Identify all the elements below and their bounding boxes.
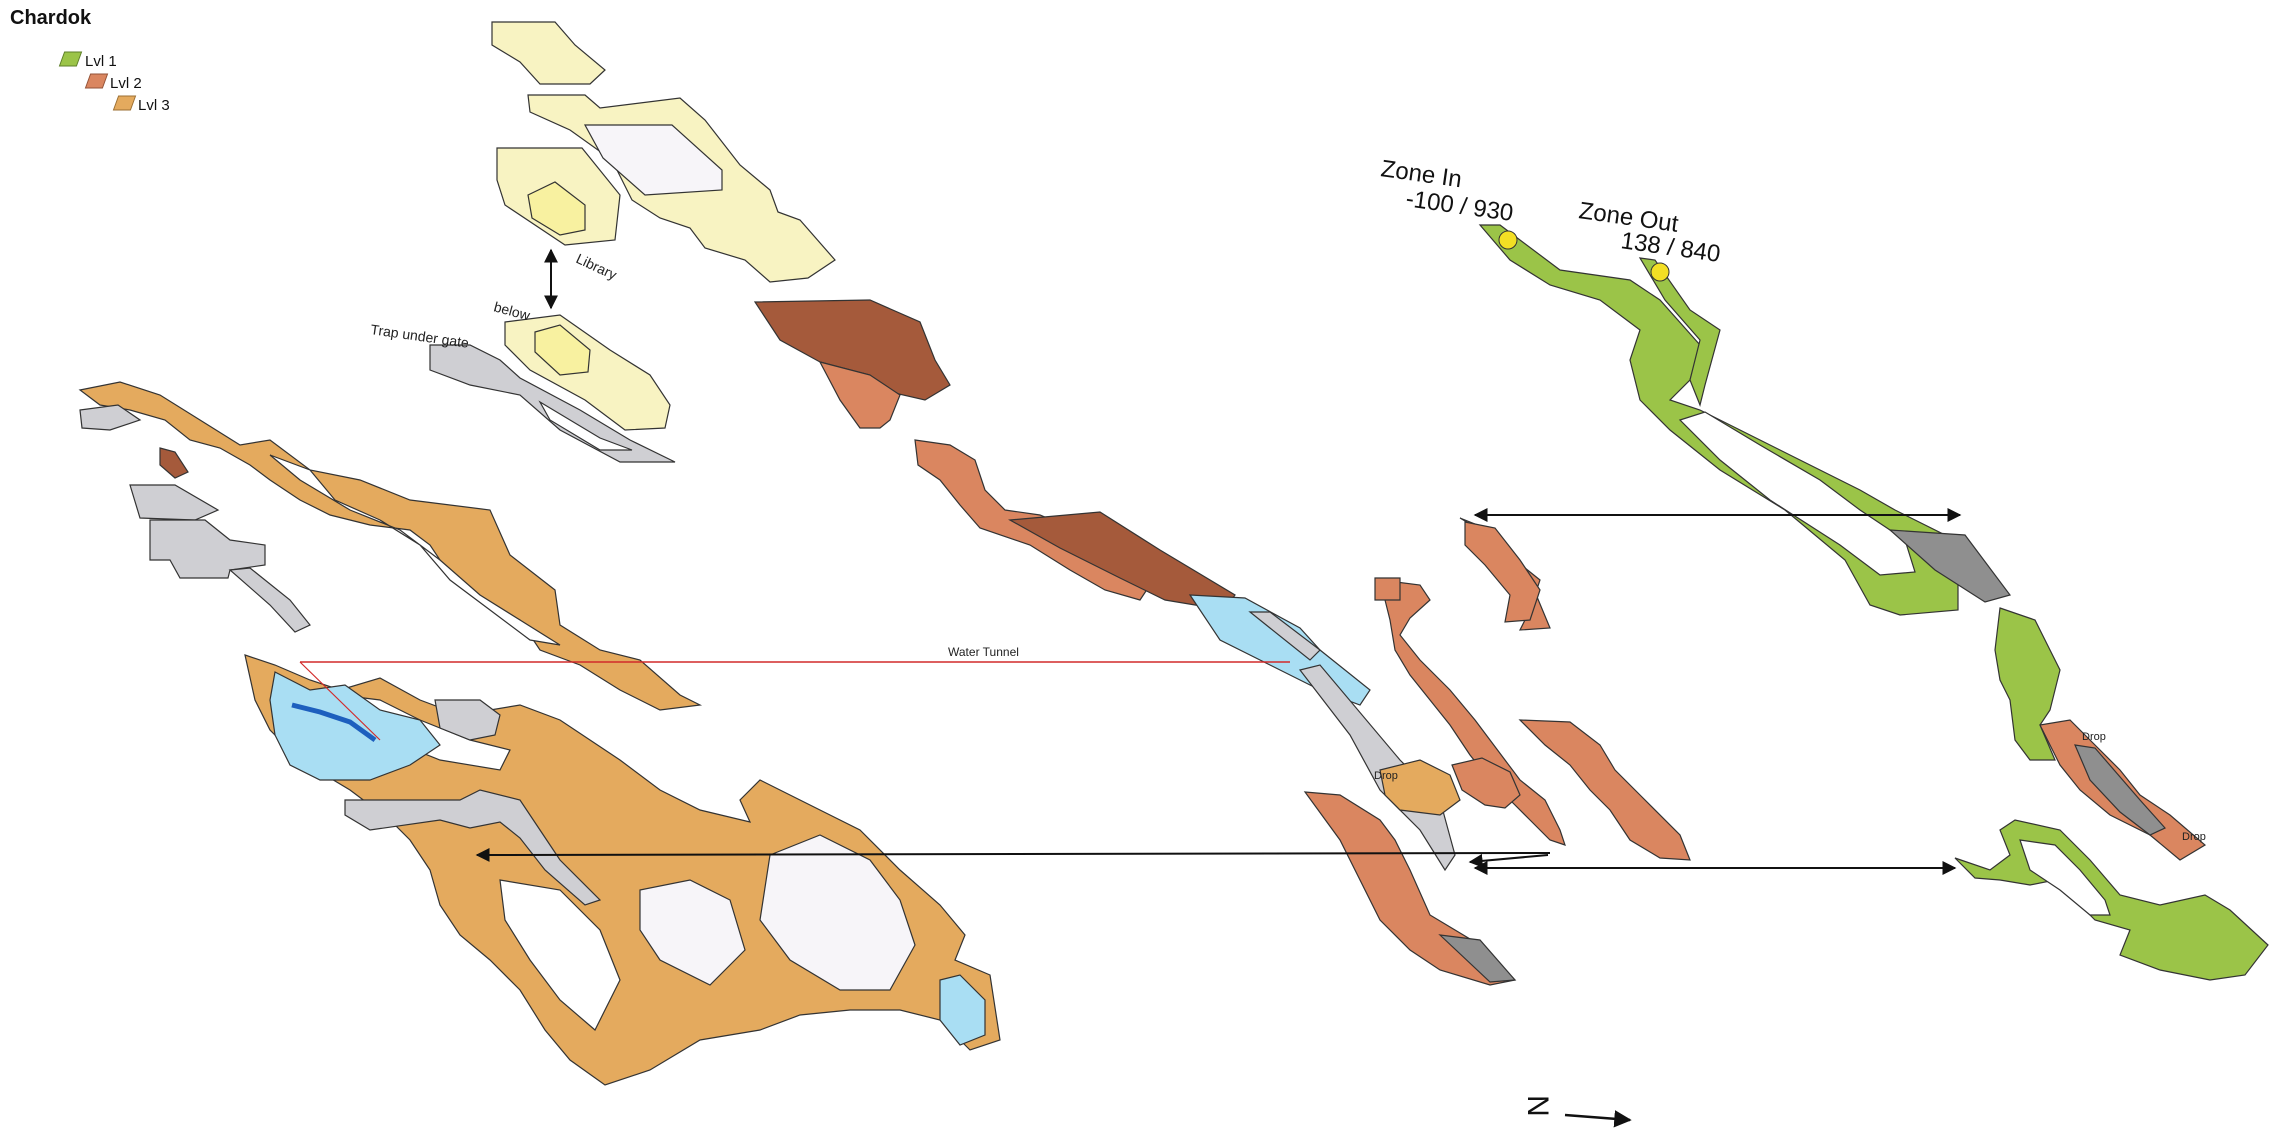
lvl3-top-room [159, 447, 189, 479]
lvl1-bottom-loop [1954, 819, 2269, 981]
zone-out-coords: 138 / 840 [1619, 227, 1722, 268]
legend-swatch-lvl1 [58, 51, 83, 67]
lvl2-snake-loop [1374, 577, 1401, 601]
lvl2-water-stretch [1188, 594, 1371, 706]
palace-complex [429, 21, 836, 463]
zone-out-marker [1650, 262, 1670, 282]
legend-label-lvl3: Lvl 3 [138, 97, 170, 114]
palace-north-wing [491, 21, 606, 85]
lvl3-water-pool-right [939, 974, 986, 1046]
lvl2-dark-chamber [753, 299, 951, 401]
trap-label: Trap under gate [370, 321, 471, 351]
lvl3-main-cave [244, 654, 1001, 1086]
lvl1-drop-gray [2074, 744, 2166, 836]
water-tunnel-diagonal [299, 661, 381, 741]
lvl2-right-branches [1374, 517, 1691, 861]
lvl3-gray-side-room [434, 699, 501, 741]
legend-swatch-lvl2 [84, 73, 109, 89]
water-tunnel-label: Water Tunnel [948, 645, 1019, 659]
trap-gate-area [429, 344, 676, 463]
lvl3-cavern [78, 381, 1001, 1086]
lvl1-lower-path [1994, 607, 2061, 761]
lvl2-gray-bridge [1298, 664, 1456, 872]
deep-water-stream [291, 702, 377, 743]
lvl2-central-path [753, 299, 1517, 986]
lvl2-chamber-stair [818, 361, 901, 429]
legend-label-lvl1: Lvl 1 [85, 53, 117, 70]
palace-hall-interior [583, 124, 723, 196]
lvl2-gray-stair-1 [1248, 611, 1321, 661]
compass: N [1521, 1095, 1632, 1128]
compass-arrow [1564, 1110, 1632, 1128]
lower-library-room [534, 324, 591, 376]
legend-label-lvl2: Lvl 2 [110, 75, 142, 92]
lvl3-gray-structures [79, 404, 602, 906]
lvl1-bottom-hollow [2019, 839, 2111, 916]
lvl3-gray-bridge [344, 789, 602, 906]
library-label: Library [574, 250, 620, 283]
lvl3-top-gate [79, 404, 142, 431]
legend-swatch-lvl3 [112, 95, 137, 111]
drop-label-center: Drop [1374, 770, 1398, 782]
trap-gate-hollow [538, 400, 633, 451]
lvl2-branch-side [1451, 757, 1521, 809]
zone-in-marker [1498, 230, 1518, 250]
lvl3-hollow-c [759, 834, 916, 991]
lvl2-bottom-gray [1438, 934, 1517, 983]
lvl3-gray-stair-a [129, 484, 220, 521]
legend: Lvl 1 Lvl 2 Lvl 3 [58, 51, 170, 114]
lvl1-inner-hollow [1678, 411, 1916, 576]
level-links: Water Tunnel [299, 508, 1962, 875]
drop-label-right-2: Drop [2182, 831, 2206, 843]
lvl3-north-hollow [269, 454, 561, 646]
lvl1-gray-gate [1888, 529, 2012, 603]
drop-label-right-1: Drop [2082, 731, 2106, 743]
lvl1-second-tunnel [1638, 257, 1721, 407]
link-arrow-lvl2-short [1468, 853, 1549, 868]
lvl2-snake-north [1379, 579, 1566, 846]
lvl1-area [1478, 224, 2269, 981]
zone-in-coords: -100 / 930 [1404, 185, 1515, 227]
compass-north-label: N [1521, 1095, 1554, 1117]
lvl3-hollow-d [499, 879, 621, 1031]
map-title: Chardok [10, 7, 92, 29]
library-room [527, 181, 586, 236]
lvl2-branch-cave [1518, 719, 1691, 861]
lvl2-drop-room [1379, 759, 1461, 816]
lvl2-upper-snake [1464, 521, 1541, 623]
lvl3-hollow-b [639, 879, 746, 986]
below-label: below [492, 298, 532, 323]
link-arrow-lvl3-lvl2 [475, 847, 1551, 862]
lvl3-gray-corridor [228, 567, 311, 633]
